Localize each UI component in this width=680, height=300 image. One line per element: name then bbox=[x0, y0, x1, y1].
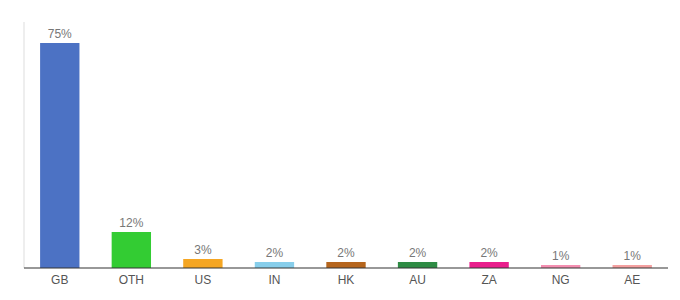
x-tick-label: GB bbox=[51, 273, 68, 287]
x-tick-label: AU bbox=[409, 273, 426, 287]
y-axis-line bbox=[24, 22, 25, 268]
data-label: 2% bbox=[480, 246, 498, 260]
data-label: 1% bbox=[624, 249, 642, 263]
x-tick-label: OTH bbox=[119, 273, 144, 287]
bar bbox=[255, 262, 294, 268]
bar bbox=[183, 259, 222, 268]
data-label: 12% bbox=[119, 216, 143, 230]
chart-container: GB OTH US IN HK AU ZA NG AE 75% 12% 3% 2% 2% 2% 2% 1% 1% bbox=[0, 0, 680, 300]
data-label: 2% bbox=[337, 246, 355, 260]
bar bbox=[112, 232, 151, 268]
x-tick-label: ZA bbox=[481, 273, 496, 287]
chart: GB OTH US IN HK AU ZA NG AE 75% 12% 3% 2% 2% 2% 2% 1% 1% bbox=[0, 0, 680, 300]
x-tick-label: NG bbox=[552, 273, 570, 287]
bars bbox=[40, 43, 652, 268]
data-label: 2% bbox=[266, 246, 284, 260]
x-tick-label: AE bbox=[624, 273, 640, 287]
bar bbox=[469, 262, 508, 268]
x-tick-label: HK bbox=[338, 273, 355, 287]
bar bbox=[398, 262, 437, 268]
x-tick-label: IN bbox=[268, 273, 280, 287]
x-tick-label: US bbox=[195, 273, 212, 287]
data-label: 1% bbox=[552, 249, 570, 263]
x-axis-line bbox=[24, 267, 668, 268]
bar bbox=[40, 43, 79, 268]
data-label: 3% bbox=[194, 243, 212, 257]
data-label: 2% bbox=[409, 246, 427, 260]
data-label: 75% bbox=[48, 27, 72, 41]
bar bbox=[326, 262, 365, 268]
